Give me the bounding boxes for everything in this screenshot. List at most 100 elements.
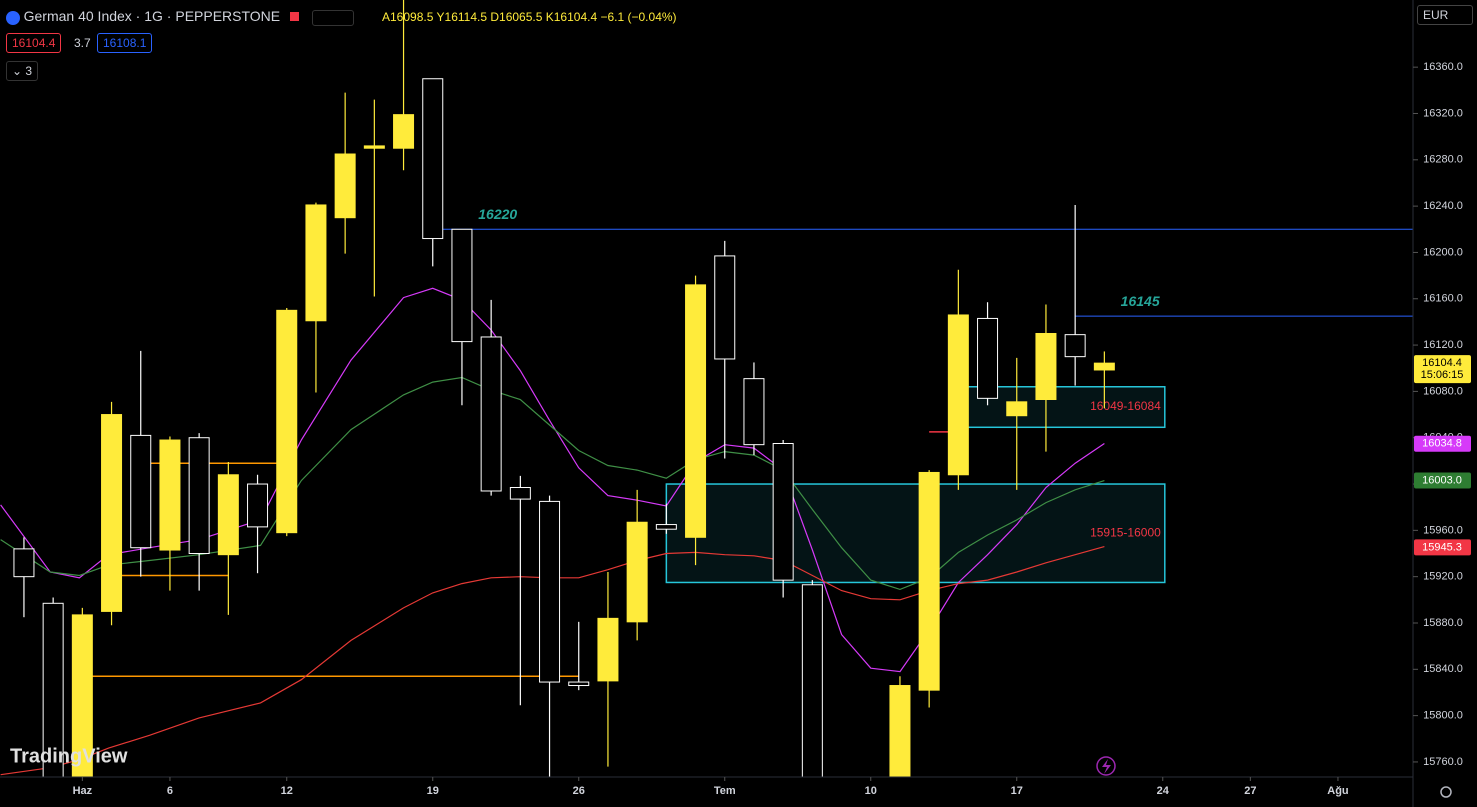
ohlc-close: K16104.4 — [545, 10, 598, 24]
level-label: 16220 — [478, 206, 517, 222]
y-tick-label: 16160.0 — [1423, 293, 1463, 305]
candle-body — [393, 114, 415, 149]
ohlc-high: Y16114.5 — [436, 10, 488, 24]
x-tick-label: 24 — [1157, 785, 1170, 797]
candle-body — [1006, 401, 1028, 417]
candle-body — [947, 314, 969, 476]
ohlc-low: D16065.5 — [490, 10, 543, 24]
candle-body — [42, 602, 64, 777]
y-tick-label: 15960.0 — [1423, 524, 1463, 536]
candle-body — [918, 471, 940, 691]
y-tick-label: 15760.0 — [1423, 756, 1463, 768]
y-tick-label: 16320.0 — [1423, 107, 1463, 119]
candle-body — [451, 228, 473, 343]
status-pill[interactable] — [312, 9, 355, 26]
candle-body — [101, 414, 123, 612]
price-tag — [1414, 539, 1471, 556]
x-tick-label: 12 — [281, 785, 293, 797]
price-tag — [1414, 472, 1471, 489]
flag-icon — [289, 12, 299, 21]
alert-icon-bolt — [1102, 759, 1111, 774]
x-tick-label: 10 — [865, 785, 877, 797]
x-tick-label: 17 — [1011, 785, 1023, 797]
x-tick-label: Tem — [714, 785, 736, 797]
ohlc-change: −6.1 (−0.04%) — [600, 10, 677, 24]
x-tick-label: Ağu — [1327, 785, 1348, 797]
price-tag-label: 15945.3 — [1422, 541, 1462, 553]
y-tick-label: 16200.0 — [1423, 246, 1463, 258]
settings-icon[interactable] — [1440, 786, 1452, 798]
candle-body — [1093, 362, 1115, 371]
candle-body — [334, 153, 356, 219]
candle-body — [159, 439, 181, 551]
price-tag-countdown: 15:06:15 — [1421, 369, 1464, 381]
x-tick-label: 19 — [427, 785, 439, 797]
candle-body — [626, 521, 648, 623]
watermark: TradingView — [10, 745, 128, 767]
y-tick-label: 16360.0 — [1423, 61, 1463, 73]
candle-body — [71, 614, 93, 777]
ask-price[interactable]: 16108.1 — [97, 33, 153, 53]
candle-body — [977, 317, 999, 399]
y-tick-label: 16120.0 — [1423, 339, 1463, 351]
candle-body — [422, 78, 444, 240]
x-tick-label: 27 — [1244, 785, 1256, 797]
indicator-line — [0, 546, 1105, 776]
y-tick-label: 16080.0 — [1423, 385, 1463, 397]
currency: EUR — [1423, 8, 1449, 22]
spread: 3.7 — [74, 36, 91, 50]
y-tick-label: 16280.0 — [1423, 154, 1463, 166]
candle-body — [188, 437, 210, 555]
y-tick-label: 15840.0 — [1423, 663, 1463, 675]
candle-body — [130, 434, 152, 549]
candle-body — [714, 255, 736, 360]
zone-label: 16049-16084 — [1090, 399, 1161, 413]
ohlc-values: A16098.5 Y16114.5 D16065.5 K16104.4 −6.1… — [382, 10, 677, 24]
candle-body — [363, 145, 385, 149]
zone — [665, 483, 1166, 584]
candle-body — [597, 617, 619, 682]
candle-body — [1064, 334, 1086, 358]
candle-body — [509, 487, 531, 500]
bid-price[interactable]: 16104.4 — [6, 33, 62, 53]
x-tick-label: Haz — [73, 785, 93, 797]
candle-body — [480, 336, 502, 492]
candle-body — [13, 548, 35, 578]
alert-icon[interactable] — [1096, 756, 1116, 776]
currency-button[interactable]: EUR — [1417, 5, 1473, 25]
ohlc-open: A16098.5 — [382, 10, 434, 24]
y-tick-label: 15880.0 — [1423, 617, 1463, 629]
candle-body — [247, 483, 269, 528]
candle-body — [305, 204, 327, 322]
price-tag — [1414, 435, 1471, 452]
y-tick-label: 15800.0 — [1423, 710, 1463, 722]
candle-body — [539, 500, 561, 683]
candle-body — [743, 378, 765, 446]
symbol-title: German 40 Index · 1G · PEPPERSTONE — [23, 8, 281, 24]
symbol-bar[interactable]: German 40 Index · 1G · PEPPERSTONE — [6, 8, 355, 26]
indicator-toggle[interactable]: ⌄ 3 — [6, 61, 39, 81]
candle-body — [685, 284, 707, 538]
indicator-count: 3 — [25, 64, 33, 78]
plot-area: 16049-16084 15915-16000 16220 16145 — [0, 0, 1413, 777]
price-tag-label: 16003.0 — [1422, 474, 1462, 486]
level-label: 16145 — [1121, 293, 1160, 309]
symbol-icon — [6, 10, 20, 25]
candle-body — [276, 309, 298, 534]
y-tick-label: 15920.0 — [1423, 571, 1463, 583]
price-tag — [1414, 355, 1471, 384]
price-tag-label: 16104.4 — [1422, 357, 1462, 369]
candle-body — [655, 524, 677, 530]
candle-body — [889, 685, 911, 777]
x-tick-label: 26 — [573, 785, 585, 797]
zone-label: 15915-16000 — [1090, 525, 1161, 539]
candle-body — [772, 443, 794, 581]
price-tag-label: 16034.8 — [1422, 438, 1462, 450]
x-tick-label: 6 — [167, 785, 173, 797]
candle-body — [568, 681, 590, 687]
candle-body — [801, 584, 823, 777]
y-tick-label: 16240.0 — [1423, 200, 1463, 212]
candle-body — [217, 474, 239, 556]
